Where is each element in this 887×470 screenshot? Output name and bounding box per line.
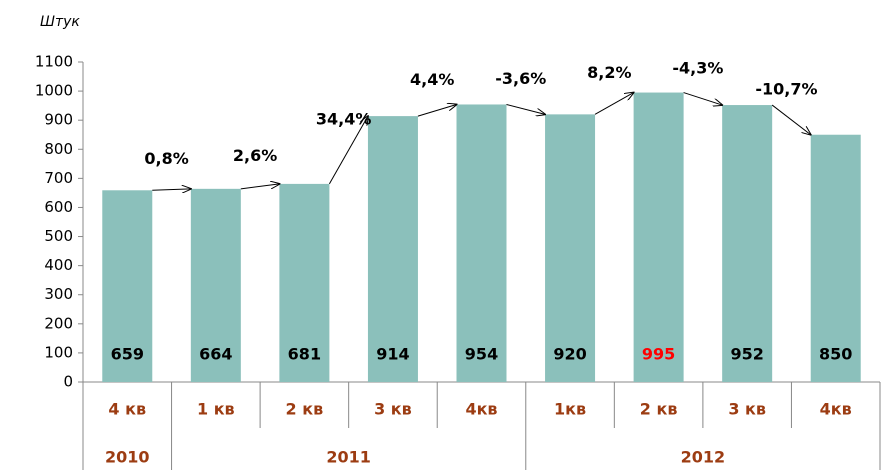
bar — [279, 183, 330, 382]
bar — [722, 105, 773, 383]
change-label: 4,4% — [410, 70, 454, 89]
change-label: 0,8% — [144, 149, 188, 168]
y-tick-label: 600 — [44, 198, 73, 216]
change-arrow — [328, 116, 368, 185]
change-arrow — [594, 93, 634, 115]
bar — [102, 190, 153, 382]
change-arrow — [417, 104, 457, 117]
value-label: 659 — [111, 345, 144, 364]
y-tick-label: 900 — [44, 111, 73, 129]
change-label: -4,3% — [672, 58, 723, 77]
change-arrow — [683, 92, 723, 106]
y-tick-label: 200 — [44, 314, 73, 332]
change-label: 34,4% — [316, 110, 372, 129]
y-tick-label: 500 — [44, 227, 73, 245]
bar — [190, 188, 241, 382]
change-arrow — [240, 184, 280, 190]
change-label: -3,6% — [495, 69, 546, 88]
x-tick-label: 4кв — [465, 400, 497, 419]
y-tick-label: 800 — [44, 140, 73, 158]
bar — [367, 116, 418, 382]
x-tick-label: 2 кв — [286, 400, 324, 419]
bar — [633, 92, 684, 382]
change-label: 8,2% — [587, 63, 631, 82]
y-tick-label: 1000 — [35, 82, 73, 100]
x-tick-label: 4кв — [820, 400, 852, 419]
value-label: 954 — [465, 345, 498, 364]
change-label: 2,6% — [233, 146, 277, 165]
x-tick-label: 3 кв — [728, 400, 766, 419]
value-label: 920 — [553, 345, 586, 364]
y-unit: Штук — [40, 14, 80, 30]
change-arrow — [771, 104, 811, 135]
x-tick-label: 1кв — [554, 400, 586, 419]
y-tick-label: 1100 — [35, 53, 73, 71]
value-label: 664 — [199, 345, 232, 364]
bar — [810, 134, 861, 382]
change-label: -10,7% — [755, 79, 817, 98]
y-tick-label: 300 — [44, 285, 73, 303]
y-tick-label: 400 — [44, 256, 73, 274]
y-tick-label: 0 — [63, 373, 73, 391]
value-label: 681 — [288, 345, 321, 364]
group-label: 2012 — [681, 448, 726, 467]
y-tick-label: 700 — [44, 169, 73, 187]
change-arrow — [152, 189, 191, 190]
value-label: 952 — [730, 345, 763, 364]
y-tick-label: 100 — [44, 343, 73, 361]
value-label: 995 — [642, 345, 675, 364]
group-label: 2010 — [105, 448, 150, 467]
bar — [545, 114, 596, 382]
bar — [456, 104, 507, 383]
x-tick-label: 4 кв — [108, 400, 146, 419]
value-label: 914 — [376, 345, 409, 364]
group-label: 2011 — [326, 448, 371, 467]
x-tick-label: 1 кв — [197, 400, 235, 419]
change-arrow — [506, 103, 546, 114]
x-tick-label: 3 кв — [374, 400, 412, 419]
x-tick-label: 2 кв — [640, 400, 678, 419]
value-label: 850 — [819, 345, 852, 364]
